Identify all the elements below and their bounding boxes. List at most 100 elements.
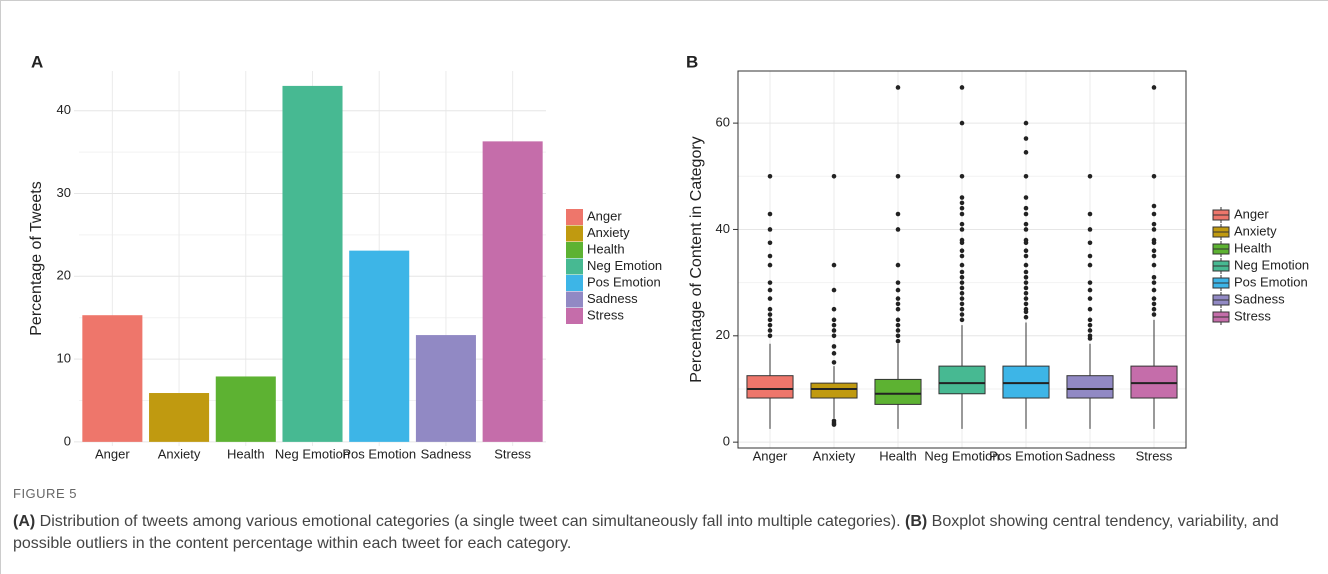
x-tick-label: Anger xyxy=(95,446,130,461)
outlier xyxy=(1151,262,1157,268)
outlier xyxy=(831,351,837,356)
outlier xyxy=(1151,248,1157,254)
y-tick-label: 0 xyxy=(723,434,730,449)
outlier xyxy=(1023,173,1029,179)
outlier xyxy=(1087,328,1093,333)
outlier xyxy=(1023,269,1029,275)
outlier xyxy=(1023,221,1029,227)
charts: A Percentage of Tweets 0 10 20 30 40 Anger Anger… xyxy=(28,52,1309,463)
outlier xyxy=(959,227,965,232)
outlier xyxy=(1087,262,1093,268)
outlier xyxy=(1023,290,1029,296)
y-axis-title: Percentage of Content in Category xyxy=(688,136,705,382)
outlier xyxy=(1087,280,1093,285)
outlier xyxy=(1023,314,1029,320)
legend-label: Sadness xyxy=(587,291,638,306)
bar xyxy=(482,141,543,442)
legend-label: Neg Emotion xyxy=(1234,257,1309,272)
outlier xyxy=(1087,173,1093,179)
outlier xyxy=(1151,203,1157,209)
x-tick-label: Neg Emotion xyxy=(275,446,350,461)
box xyxy=(746,375,794,399)
x-tick-label: Anxiety xyxy=(158,446,201,461)
figure-label: FIGURE 5 xyxy=(13,486,77,501)
outlier xyxy=(895,173,901,179)
outlier xyxy=(831,333,837,339)
x-tick-label: Health xyxy=(227,446,265,461)
x-tick-label: Stress xyxy=(1136,448,1173,463)
outlier xyxy=(1087,317,1093,323)
outlier xyxy=(767,173,773,179)
outlier xyxy=(1151,211,1157,217)
box xyxy=(874,378,922,405)
y-tick-label: 0 xyxy=(64,433,71,448)
outlier xyxy=(895,280,901,285)
legend-key xyxy=(566,308,583,324)
outlier xyxy=(767,296,773,301)
x-tick-label: Sadness xyxy=(421,446,472,461)
outlier xyxy=(895,301,901,307)
box xyxy=(938,365,986,395)
outlier xyxy=(1023,296,1029,301)
outlier xyxy=(895,306,901,312)
outlier xyxy=(831,173,837,179)
y-tick-label: 40 xyxy=(57,102,71,117)
legend-label: Sadness xyxy=(1234,291,1285,306)
outlier xyxy=(1023,227,1029,232)
legend-key xyxy=(566,291,583,308)
outlier xyxy=(767,227,773,232)
outlier xyxy=(895,296,901,301)
caption-a: Distribution of tweets among various emo… xyxy=(39,513,901,530)
legend-label: Anger xyxy=(587,208,622,223)
outlier xyxy=(767,211,773,217)
outlier xyxy=(1151,306,1157,312)
outlier xyxy=(1023,306,1029,312)
outlier xyxy=(1151,301,1157,307)
outlier xyxy=(959,248,965,254)
outlier xyxy=(959,195,965,200)
legend-label: Stress xyxy=(1234,308,1271,323)
outlier xyxy=(895,338,901,344)
outlier xyxy=(767,280,773,285)
legend-label: Anxiety xyxy=(1234,223,1277,238)
y-tick-label: 20 xyxy=(716,327,730,342)
outlier xyxy=(1087,306,1093,312)
outlier xyxy=(767,306,773,312)
outlier xyxy=(767,262,773,268)
outlier xyxy=(959,275,965,280)
panel-label: A xyxy=(31,52,43,71)
outlier xyxy=(831,360,837,365)
legend-label: Stress xyxy=(587,307,624,322)
outlier xyxy=(959,290,965,296)
outlier xyxy=(895,262,901,268)
outlier xyxy=(1151,275,1157,280)
outlier xyxy=(895,317,901,323)
outlier xyxy=(895,328,901,333)
outlier xyxy=(959,120,965,126)
bar xyxy=(149,393,210,442)
legend-label: Anger xyxy=(1234,206,1269,221)
outlier xyxy=(1023,136,1029,141)
x-tick-label: Anger xyxy=(753,448,788,463)
legend-label: Neg Emotion xyxy=(587,258,662,273)
outlier xyxy=(1023,253,1029,259)
outlier xyxy=(1151,312,1157,317)
outlier xyxy=(767,287,773,293)
outlier xyxy=(959,296,965,301)
outlier xyxy=(895,227,901,232)
outlier xyxy=(1087,287,1093,293)
outlier xyxy=(1023,205,1029,211)
outlier xyxy=(1151,221,1157,227)
outlier xyxy=(1151,85,1157,90)
bar xyxy=(82,315,143,442)
outlier xyxy=(895,287,901,293)
outlier xyxy=(1151,287,1157,293)
caption-tag: (B) xyxy=(905,513,928,530)
outlier xyxy=(959,280,965,285)
outlier xyxy=(1087,296,1093,301)
x-tick-label: Anxiety xyxy=(813,448,856,463)
caption: FIGURE 5 (A) Distribution of tweets amon… xyxy=(13,483,1303,555)
outlier xyxy=(1087,240,1093,246)
legend-key xyxy=(566,275,583,291)
